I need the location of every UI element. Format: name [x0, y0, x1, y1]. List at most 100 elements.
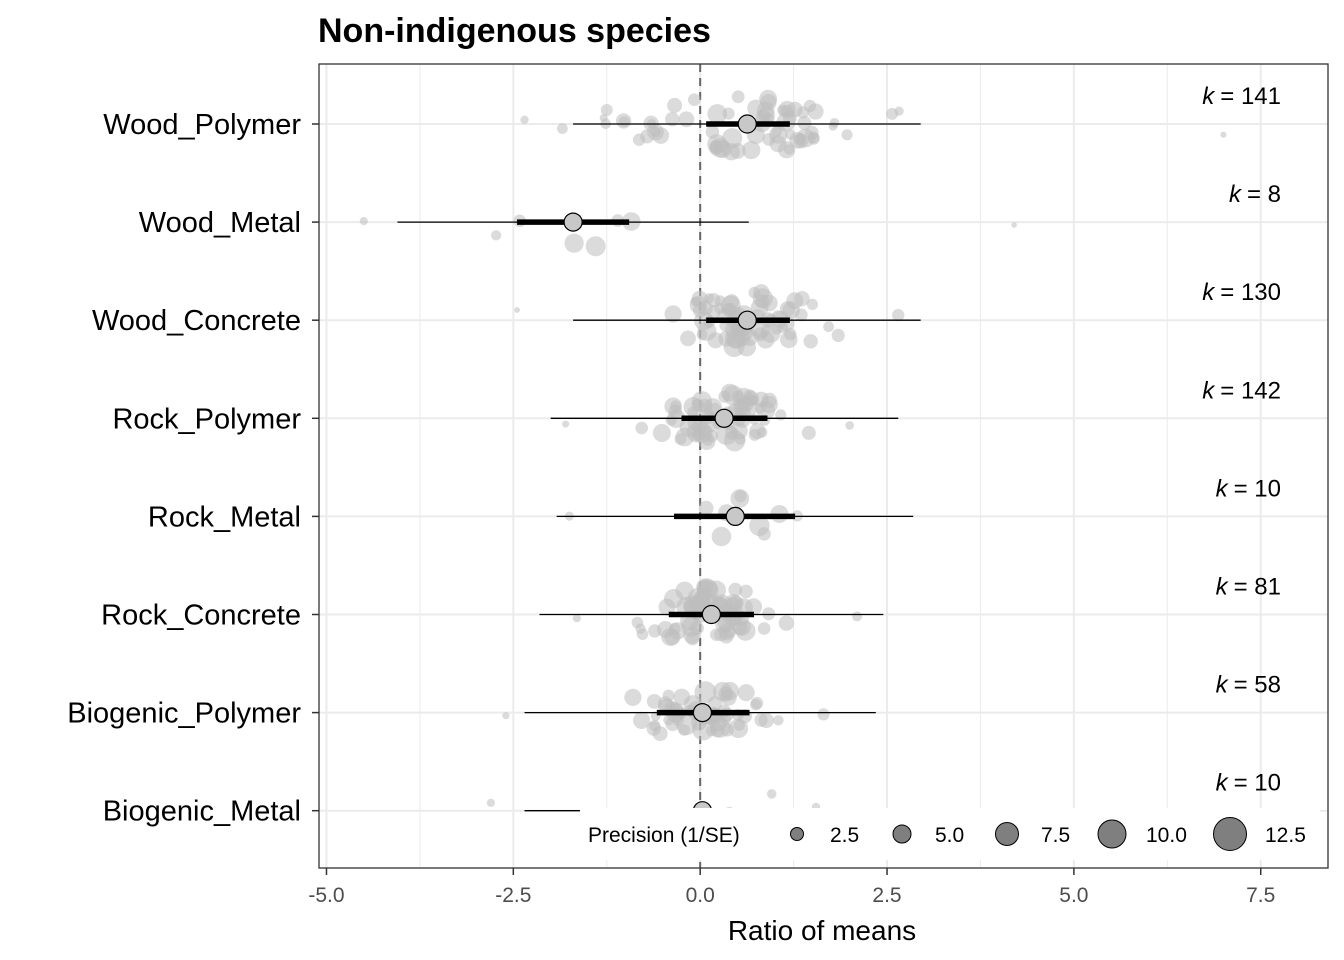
effect-size-point — [783, 144, 795, 155]
effect-size-point — [667, 97, 683, 113]
effect-size-point — [711, 526, 732, 547]
legend-size-key — [1097, 819, 1127, 849]
k-equals: = — [1234, 672, 1255, 699]
effect-size-point — [758, 712, 774, 729]
effect-size-point — [737, 684, 755, 702]
effect-size-point — [710, 139, 723, 153]
x-axis-title: Ratio of means — [728, 915, 916, 946]
effect-size-point — [692, 718, 714, 741]
pooled-estimate-point — [714, 408, 734, 428]
effect-size-point — [743, 389, 756, 402]
chart-title: Non-indigenous species — [318, 12, 711, 50]
k-count-label: k = 130 — [1202, 279, 1281, 306]
effect-size-point — [652, 127, 670, 144]
effect-size-point — [710, 628, 723, 641]
effect-size-point — [730, 422, 748, 440]
effect-size-point — [720, 383, 739, 402]
effect-size-point — [717, 615, 735, 632]
effect-size-point — [618, 116, 630, 128]
effect-size-point — [801, 425, 816, 440]
legend-title: Precision (1/SE) — [588, 824, 740, 847]
category-label: Rock_Polymer — [112, 403, 301, 435]
effect-size-point — [828, 121, 838, 131]
x-tick-label: -2.5 — [495, 884, 531, 907]
effect-size-point — [1220, 131, 1227, 138]
effect-size-point — [760, 395, 778, 414]
effect-size-point — [794, 308, 808, 322]
effect-size-point — [668, 622, 687, 640]
category-label: Biogenic_Metal — [103, 796, 301, 828]
effect-size-point — [359, 217, 368, 226]
legend-size-key — [892, 824, 912, 844]
effect-size-point — [714, 302, 726, 314]
effect-size-point — [707, 696, 723, 711]
effect-size-point — [796, 128, 815, 148]
k-symbol: k — [1202, 279, 1216, 306]
legend-size-key — [995, 822, 1019, 846]
pooled-estimate-point — [692, 702, 713, 723]
k-symbol: k — [1229, 181, 1243, 208]
effect-size-point — [773, 715, 784, 726]
effect-size-point — [557, 123, 568, 134]
k-count-label: k = 142 — [1202, 377, 1281, 404]
effect-size-point — [766, 789, 777, 799]
x-tick-label: 2.5 — [872, 884, 901, 907]
k-equals: = — [1220, 83, 1241, 110]
k-value: 10 — [1254, 475, 1281, 502]
effect-size-point — [696, 585, 712, 601]
effect-size-point — [636, 628, 649, 640]
effect-size-point — [600, 104, 613, 116]
effect-size-point — [724, 594, 743, 612]
effect-size-point — [682, 595, 702, 615]
effect-size-point — [662, 689, 675, 702]
effect-size-point — [572, 614, 582, 623]
effect-size-point — [748, 428, 761, 441]
k-equals: = — [1247, 181, 1268, 208]
effect-size-point — [652, 726, 668, 742]
k-count-label: k = 10 — [1216, 770, 1281, 797]
effect-size-point — [680, 330, 696, 347]
category-label: Wood_Metal — [139, 207, 301, 239]
k-value: 81 — [1254, 574, 1281, 601]
effect-size-point — [735, 621, 756, 641]
effect-size-point — [728, 582, 743, 597]
effect-size-point — [762, 607, 776, 621]
effect-size-point — [675, 427, 694, 447]
effect-size-point — [632, 133, 646, 146]
category-label: Biogenic_Polymer — [67, 698, 301, 730]
effect-size-point — [646, 694, 662, 709]
effect-size-point — [1011, 222, 1017, 228]
k-symbol: k — [1216, 672, 1230, 699]
effect-size-point — [845, 421, 854, 430]
k-value: 141 — [1241, 83, 1281, 110]
effect-size-point — [755, 294, 770, 309]
effect-size-point — [733, 719, 745, 731]
k-symbol: k — [1202, 83, 1216, 110]
effect-size-point — [785, 129, 796, 140]
effect-size-point — [722, 143, 740, 161]
k-equals: = — [1234, 475, 1255, 502]
axis-layer: Wood_Polymer Wood_Metal Wood_Concrete Rock_… — [67, 109, 1275, 907]
effect-size-point — [624, 688, 642, 707]
effect-size-point — [486, 798, 495, 807]
pooled-estimate-point — [563, 212, 583, 232]
effect-size-point — [739, 584, 753, 599]
plot-panel — [319, 64, 1328, 868]
effect-size-point — [803, 334, 818, 349]
k-equals: = — [1234, 770, 1255, 797]
effect-size-point — [670, 400, 682, 412]
k-count-label: k = 8 — [1229, 181, 1281, 208]
effect-size-point — [757, 622, 771, 635]
effect-size-point — [648, 624, 662, 638]
legend-entry-label: 12.5 — [1265, 824, 1306, 847]
effect-size-point — [796, 106, 810, 119]
effect-size-point — [664, 305, 682, 323]
effect-size-point — [665, 414, 677, 426]
k-equals: = — [1234, 574, 1255, 601]
points-layer — [359, 89, 1227, 839]
effect-size-point — [733, 329, 751, 347]
legend-entry-label: 5.0 — [935, 824, 964, 847]
k-symbol: k — [1216, 574, 1230, 601]
k-value: 58 — [1254, 672, 1281, 699]
effect-size-point — [720, 723, 734, 737]
